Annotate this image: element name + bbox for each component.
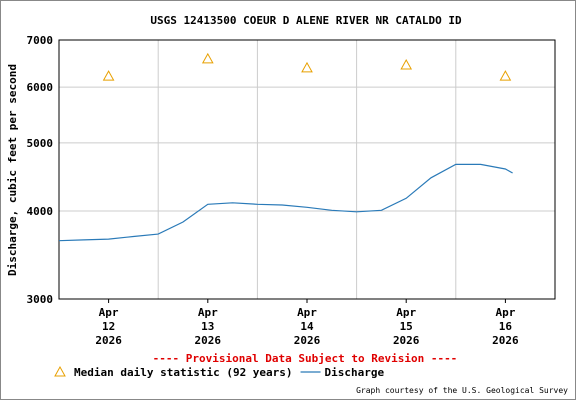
chart-title: USGS 12413500 COEUR D ALENE RIVER NR CAT… — [150, 14, 462, 27]
discharge-line — [58, 163, 513, 242]
x-tick-label: Apr 15 2026 — [393, 306, 420, 347]
plot-area — [59, 40, 555, 299]
annotation: ---- Provisional Data Subject to Revisio… — [153, 352, 458, 365]
y-tick-label: 5000 — [27, 137, 54, 150]
x-tick-label: Apr 16 2026 — [492, 306, 519, 347]
y-tick-label: 6000 — [27, 81, 54, 94]
median-marker — [301, 61, 313, 73]
median-marker — [201, 52, 214, 64]
median-marker — [499, 70, 512, 81]
median-marker — [102, 70, 115, 81]
legend-swatch — [54, 365, 66, 377]
legend-label: Median daily statistic (92 years) — [74, 366, 293, 379]
x-tick-label: Apr 12 2026 — [95, 306, 122, 347]
legend-label: Discharge — [325, 366, 385, 379]
footer: Graph courtesy of the U.S. Geological Su… — [356, 386, 568, 395]
median-marker — [400, 58, 413, 70]
y-tick-label: 7000 — [27, 34, 54, 47]
x-tick-label: Apr 13 2026 — [195, 306, 222, 347]
y-axis-label: Discharge, cubic feet per second — [6, 64, 19, 276]
x-tick-label: Apr 14 2026 — [294, 306, 321, 347]
plot-border — [58, 39, 556, 300]
y-tick-label: 4000 — [27, 205, 54, 218]
y-tick-label: 3000 — [27, 293, 54, 306]
